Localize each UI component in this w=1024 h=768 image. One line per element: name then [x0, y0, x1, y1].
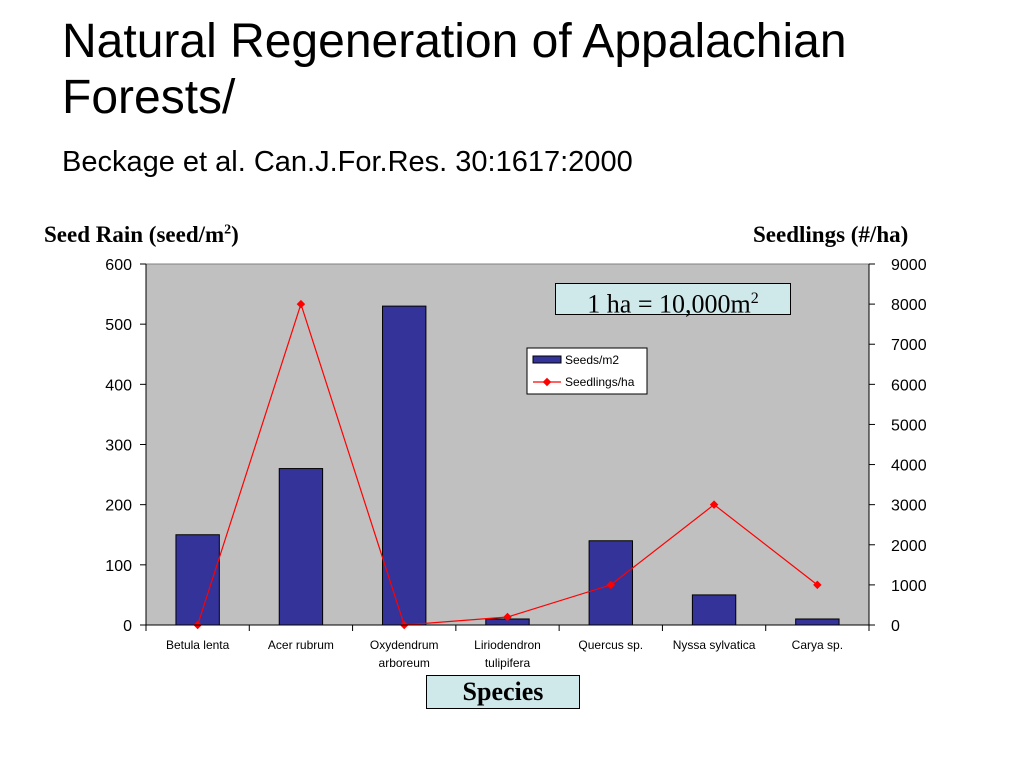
legend-swatch-seeds — [532, 355, 562, 364]
bar-seeds — [175, 534, 220, 626]
plot-area — [145, 263, 870, 626]
right-tick-label: 7000 — [891, 337, 927, 354]
left-axis-title-tail: ) — [231, 222, 239, 247]
point-seedlings — [813, 580, 822, 590]
category-label: Quercus sp. — [578, 638, 643, 652]
category-label: Betula lenta — [166, 638, 230, 652]
right-tick-label: 9000 — [891, 257, 927, 274]
legend-label-seeds: Seeds/m2 — [565, 353, 619, 367]
right-tick-label: 0 — [891, 618, 900, 635]
category-label: Nyssa sylvatica — [673, 638, 756, 652]
bar-seeds — [691, 594, 737, 626]
point-seedlings — [606, 580, 616, 590]
right-axis-title: Seedlings (#/ha) — [753, 222, 909, 247]
left-tick-label: 500 — [105, 317, 132, 334]
category-label: arboreum — [379, 656, 430, 670]
point-seedlings — [503, 612, 512, 622]
category-label: tulipifera — [485, 656, 531, 670]
left-axis-title-text: Seed Rain (seed/m — [44, 222, 225, 247]
left-tick-label: 600 — [105, 257, 132, 274]
x-axis-title: Species — [426, 675, 580, 709]
bar-seeds — [382, 305, 427, 626]
left-axis-title: Seed Rain (seed/m2) — [44, 222, 239, 248]
right-tick-label: 5000 — [891, 417, 927, 434]
left-tick-label: 300 — [105, 438, 132, 455]
citation-subtitle: Beckage et al. Can.J.For.Res. 30:1617:20… — [62, 146, 633, 178]
legend-marker-seedlings — [542, 377, 552, 387]
right-tick-label: 2000 — [891, 538, 927, 555]
bar-seeds — [278, 468, 324, 626]
category-label: Carya sp. — [792, 638, 843, 652]
right-tick-label: 4000 — [891, 458, 927, 475]
conversion-note-sup: 2 — [750, 290, 759, 307]
legend-label-seedlings: Seedlings/ha — [565, 375, 635, 389]
right-tick-label: 3000 — [891, 498, 927, 515]
left-tick-label: 100 — [105, 558, 132, 575]
conversion-note: 1 ha = 10,000m2 — [555, 283, 791, 319]
left-tick-label: 200 — [105, 498, 132, 515]
page-title: Natural Regeneration of Appalachian Fore… — [62, 15, 847, 124]
category-label: Oxydendrum — [370, 638, 439, 652]
point-seedlings — [296, 299, 306, 309]
category-label: Liriodendron — [474, 638, 541, 652]
right-tick-label: 8000 — [891, 297, 927, 314]
point-seedlings — [709, 500, 719, 509]
right-tick-label: 6000 — [891, 377, 927, 394]
category-label: Acer rubrum — [268, 638, 334, 652]
bar-seeds — [795, 618, 840, 626]
left-axis-title-sup: 2 — [224, 222, 232, 238]
legend: Seeds/m2 Seedlings/ha — [526, 347, 648, 395]
right-tick-label: 1000 — [891, 578, 927, 595]
conversion-note-text: 1 ha = 10,000m — [587, 289, 751, 319]
left-tick-label: 400 — [105, 377, 132, 394]
left-tick-label: 0 — [123, 618, 132, 635]
